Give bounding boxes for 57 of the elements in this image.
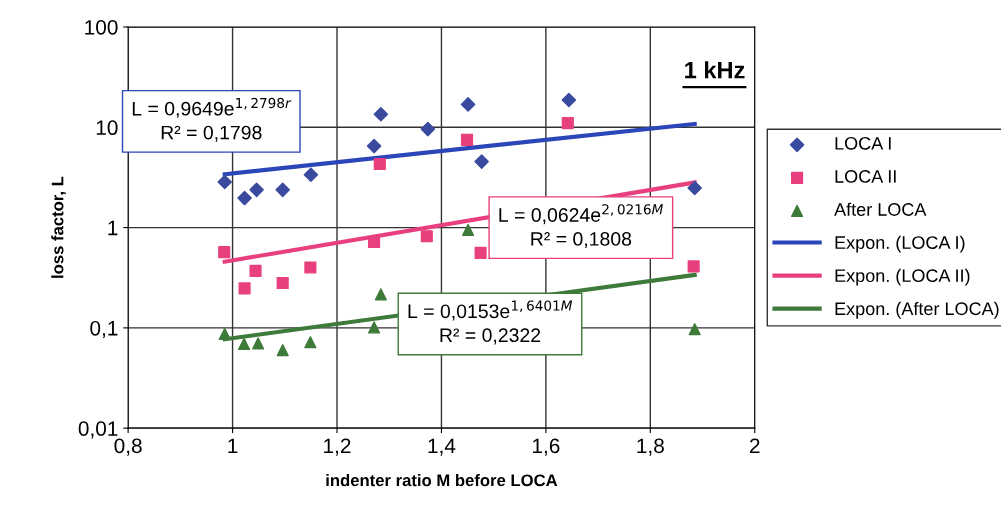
point bbox=[561, 92, 577, 108]
annotation: L = 0,0153e$^{1,6401M}$ R² = 0,2322 bbox=[408, 300, 573, 345]
legend-label: LOCA II bbox=[835, 170, 896, 183]
point bbox=[474, 154, 489, 169]
point bbox=[368, 321, 381, 334]
x-tick-label: 0,8 bbox=[114, 438, 142, 456]
point bbox=[304, 261, 317, 274]
point bbox=[460, 97, 476, 112]
x-tick-label: 1,8 bbox=[637, 438, 664, 456]
point bbox=[461, 223, 475, 236]
point bbox=[249, 264, 262, 277]
point bbox=[252, 337, 265, 350]
legend-label: LOCA I bbox=[835, 136, 891, 150]
point bbox=[237, 190, 252, 206]
legend-label: Expon. (LOCA II) bbox=[835, 268, 970, 286]
x-tick-label: 1,2 bbox=[324, 438, 351, 456]
legend-label: After LOCA bbox=[834, 202, 927, 216]
legend-label: Expon. (After LOCA) bbox=[835, 301, 999, 319]
point bbox=[217, 174, 233, 190]
point bbox=[276, 276, 289, 290]
x-tick-label: 1,4 bbox=[428, 438, 456, 456]
y-tick-label: 100 bbox=[85, 19, 118, 35]
x-tick-label: 1,6 bbox=[532, 438, 560, 456]
annotation: L = 0,9649e$^{1,2798r}$ R² = 0,1798 bbox=[132, 97, 292, 142]
point bbox=[218, 245, 231, 259]
x-axis-title: indenter ratio M before LOCA bbox=[326, 473, 558, 487]
point bbox=[304, 336, 317, 349]
point bbox=[460, 133, 474, 146]
legend-label: Expon. (LOCA I) bbox=[835, 235, 965, 253]
point bbox=[561, 117, 574, 130]
point bbox=[368, 235, 381, 248]
point bbox=[687, 260, 700, 273]
point bbox=[373, 157, 386, 171]
y-tick-label: 10 bbox=[96, 120, 118, 136]
y-tick-label: 1 bbox=[108, 220, 118, 236]
point bbox=[687, 180, 702, 196]
point bbox=[688, 323, 701, 336]
x-tick-label: 2 bbox=[750, 438, 760, 453]
point bbox=[249, 182, 264, 198]
x-tick-label: 1 bbox=[228, 438, 238, 453]
point bbox=[374, 288, 387, 301]
point bbox=[366, 138, 382, 154]
point bbox=[303, 167, 319, 183]
point bbox=[420, 230, 433, 243]
point bbox=[420, 121, 436, 137]
point bbox=[275, 182, 290, 198]
y-axis-title: loss factor, L bbox=[51, 176, 66, 278]
point bbox=[218, 327, 231, 341]
y-tick-label: 0,1 bbox=[90, 320, 118, 339]
point bbox=[238, 282, 251, 295]
annotation: 1 kHz bbox=[685, 61, 745, 79]
point bbox=[276, 344, 289, 357]
point bbox=[474, 246, 487, 259]
y-tick-label: 0,01 bbox=[78, 421, 118, 439]
annotation: L = 0,0624e$^{2,0216M}$ R² = 0,1808 bbox=[499, 204, 663, 249]
point bbox=[373, 106, 389, 122]
point bbox=[237, 337, 251, 351]
